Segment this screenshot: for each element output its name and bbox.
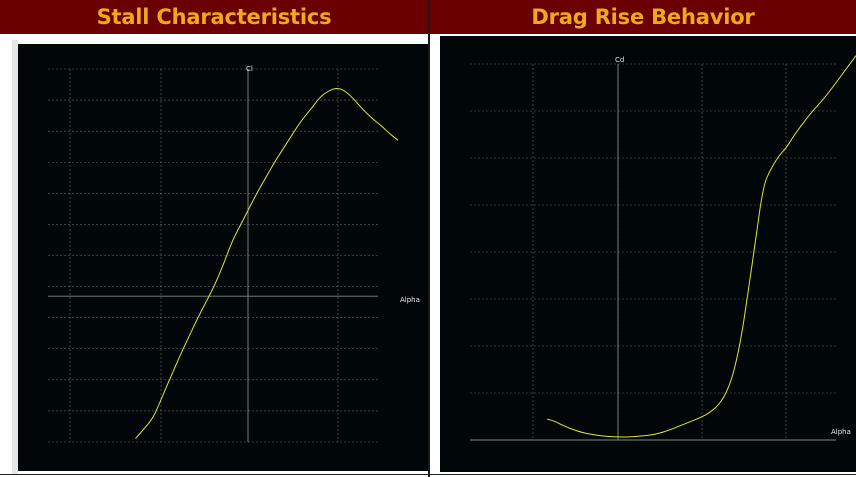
y-axis-label: Cd [615, 56, 624, 64]
panel-title-drag: Drag Rise Behavior [430, 0, 856, 33]
bottom-border [0, 474, 856, 475]
x-axis-label: Alpha [400, 296, 420, 304]
stall-chart: Cl Alpha [48, 65, 420, 443]
x-axis-label: Alpha [831, 428, 851, 436]
panel-divider [428, 0, 430, 477]
series-line [547, 55, 856, 438]
panel-shadow [12, 40, 18, 474]
panel-title-stall: Stall Characteristics [0, 0, 428, 33]
stall-chart-panel: Cl Alpha [18, 44, 428, 471]
series-line [135, 88, 399, 439]
header-border [0, 33, 856, 34]
drag-chart-panel: Cd Alpha [440, 36, 856, 472]
drag-chart: Cd Alpha [470, 55, 856, 441]
y-axis-label: Cl [246, 65, 253, 73]
